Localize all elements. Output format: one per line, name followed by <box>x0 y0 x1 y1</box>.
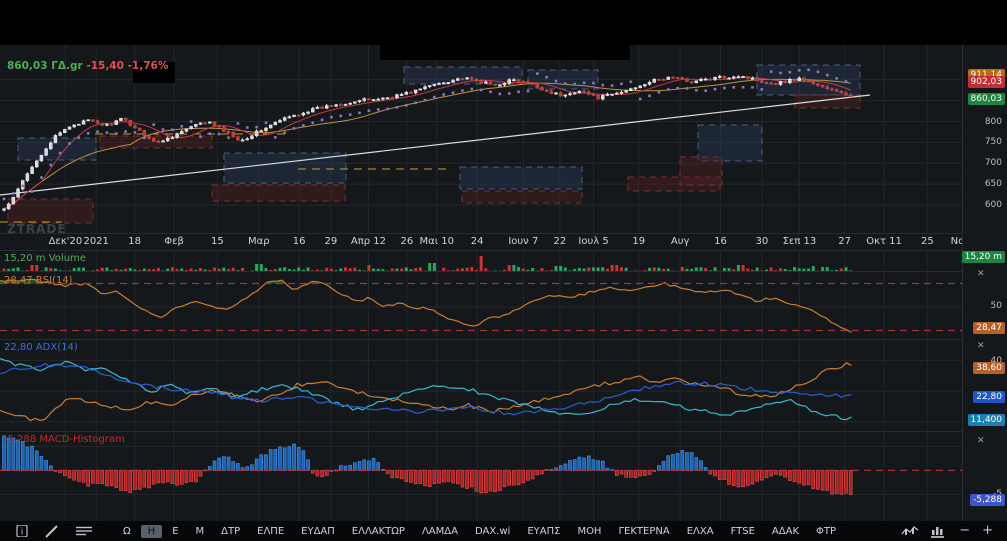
broker-watermark: ZTRADE <box>7 222 67 236</box>
time-label: Αυγ <box>670 236 690 247</box>
price-tick-800: 800 <box>984 117 1002 127</box>
adx-value-label: 22,80 <box>973 391 1005 403</box>
time-label: Οκτ 11 <box>866 236 902 247</box>
alert-price-label: 902,03 <box>967 76 1005 88</box>
macd-pane-canvas[interactable] <box>0 432 962 521</box>
symbol-tab-ΜΟΗ[interactable]: ΜΟΗ <box>577 525 602 537</box>
volume-value-label: 15,20 m <box>961 251 1005 263</box>
watchlist-icon[interactable] <box>74 525 94 537</box>
symbol-tab-ΓΕΚΤΕΡΝΑ[interactable]: ΓΕΚΤΕΡΝΑ <box>618 525 670 537</box>
time-label: 26 <box>400 236 414 247</box>
time-axis[interactable]: Δεκ'20 2021 18 Φεβ 15 Μαρ 16 29 Απρ 12 26 Μαι 10 24… <box>0 233 1007 251</box>
time-label: Απρ 12 <box>350 236 386 247</box>
macd-pane-close-button[interactable]: ✕ <box>977 436 985 446</box>
rsi-pane-close-button[interactable]: ✕ <box>977 269 985 279</box>
symbol-tab-ΕΛΧΑ[interactable]: ΕΛΧΑ <box>686 525 714 537</box>
symbol-tab-Η[interactable]: Η <box>140 524 163 538</box>
time-label: 16 <box>714 236 727 247</box>
time-label: Φεβ <box>164 236 184 247</box>
pane-separator <box>0 339 1007 340</box>
macd-pane-label: -5,288 MACD-Histogram <box>4 434 125 445</box>
price-axis[interactable]: 911,14 902,03 860,03 800 750 700 650 600 15,20 m… <box>961 45 1007 521</box>
volume-pane-canvas[interactable] <box>0 251 962 272</box>
adx-pane-close-button[interactable]: ✕ <box>977 341 985 351</box>
time-label: Ιουν 7 <box>508 236 539 247</box>
ticker-info: 860,03 ΓΔ.gr -15,40 -1,76% <box>7 60 168 72</box>
di-minus-value-label: 11,400 <box>967 414 1005 426</box>
price-tick-700: 700 <box>984 158 1002 168</box>
svg-text:i: i <box>21 528 24 538</box>
draw-pencil-icon[interactable] <box>44 524 60 538</box>
pane-separator <box>0 233 1007 234</box>
rsi-tick-50: 50 <box>990 301 1002 311</box>
symbol-tab-Ε[interactable]: Ε <box>172 525 179 537</box>
time-label: 18 <box>128 236 142 247</box>
di-plus-value-label: 38,60 <box>973 362 1005 374</box>
time-label: 19 <box>632 236 646 247</box>
symbol-tab-ΑΔΑΚ[interactable]: ΑΔΑΚ <box>771 525 800 537</box>
symbol-tab-ΦΤΡ[interactable]: ΦΤΡ <box>816 525 837 537</box>
ticker-change: -15,40 -1,76% <box>86 60 169 72</box>
time-label: 22 <box>553 236 567 247</box>
zoom-out-button[interactable]: − <box>959 523 971 538</box>
zoom-in-button[interactable]: + <box>982 523 993 538</box>
price-tick-750: 750 <box>984 137 1002 147</box>
time-label: 15 <box>211 236 224 247</box>
toolbar-right-group: − + <box>901 524 993 538</box>
rsi-pane-label: 28,47 RSI(14) <box>4 275 73 286</box>
symbol-tab-FTSE[interactable]: FTSE <box>730 525 755 537</box>
symbol-tab-Μ[interactable]: Μ <box>195 525 205 537</box>
time-label: 2021 <box>83 236 109 247</box>
symbol-tab-Ω[interactable]: Ω <box>123 525 131 537</box>
time-label: Σεπ 13 <box>782 236 817 247</box>
volume-pane-label: 15,20 m Volume <box>4 253 86 264</box>
adx-pane-label: 22,80 ADX(14) <box>4 342 78 353</box>
histogram-icon[interactable] <box>931 525 947 538</box>
price-pane-canvas[interactable] <box>0 45 962 233</box>
time-label: 16 <box>292 236 306 247</box>
price-tick-600: 600 <box>984 200 1002 210</box>
chart-style-icon[interactable] <box>901 525 919 538</box>
last-price-label: 860,03 <box>967 93 1005 105</box>
time-label: 27 <box>838 236 851 247</box>
symbol-tab-ΕΥΑΠΣ[interactable]: ΕΥΑΠΣ <box>527 525 561 537</box>
bottom-toolbar: i Ω Η Ε Μ ΔΤΡ ΕΛΠΕ ΕΥΔΑΠ ΕΛΛΑΚΤΩΡ ΛΑΜΔΑ DAX.wi ΕΥΑ… <box>0 521 1007 541</box>
pane-separator <box>0 271 1007 272</box>
macd-value-label: -5,288 <box>969 494 1005 506</box>
symbol-tab-DAX.wi[interactable]: DAX.wi <box>474 525 511 537</box>
symbol-tab-ΕΛΛΑΚΤΩΡ[interactable]: ΕΛΛΑΚΤΩΡ <box>351 525 405 537</box>
top-black-region <box>0 0 1007 45</box>
time-label: Μαι 10 <box>419 236 454 247</box>
adx-tick-40: 40 <box>990 356 1002 366</box>
chart-region: Δεκ'20 2021 18 Φεβ 15 Μαρ 16 29 Απρ 12 26 Μαι 10 24… <box>0 45 1007 521</box>
time-label: Ιουλ 5 <box>578 236 609 247</box>
time-label: 24 <box>470 236 484 247</box>
price-tick-650: 650 <box>984 179 1002 189</box>
rsi-pane-canvas[interactable] <box>0 272 962 340</box>
pane-separator <box>0 431 1007 432</box>
pane-separator <box>0 250 1007 251</box>
time-label: 25 <box>920 236 934 247</box>
info-icon[interactable]: i <box>14 525 30 537</box>
adx-pane-canvas[interactable] <box>0 340 962 432</box>
time-label: Μαρ <box>247 236 270 247</box>
symbol-tab-bar: Ω Η Ε Μ ΔΤΡ ΕΛΠΕ ΕΥΔΑΠ ΕΛΛΑΚΤΩΡ ΛΑΜΔΑ DAX.wi ΕΥΑΠΣ… <box>116 524 843 538</box>
symbol-tab-ΔΤΡ[interactable]: ΔΤΡ <box>221 525 241 537</box>
rsi-value-label: 28,47 <box>973 322 1005 334</box>
time-label: Δεκ'20 <box>48 236 83 247</box>
ticker-price-symbol: 860,03 ΓΔ.gr <box>7 60 83 72</box>
time-label: 29 <box>324 236 338 247</box>
time-label: 30 <box>755 236 769 247</box>
symbol-tab-ΛΑΜΔΑ[interactable]: ΛΑΜΔΑ <box>421 525 458 537</box>
symbol-tab-ΕΥΔΑΠ[interactable]: ΕΥΔΑΠ <box>301 525 335 537</box>
symbol-tab-ΕΛΠΕ[interactable]: ΕΛΠΕ <box>257 525 285 537</box>
